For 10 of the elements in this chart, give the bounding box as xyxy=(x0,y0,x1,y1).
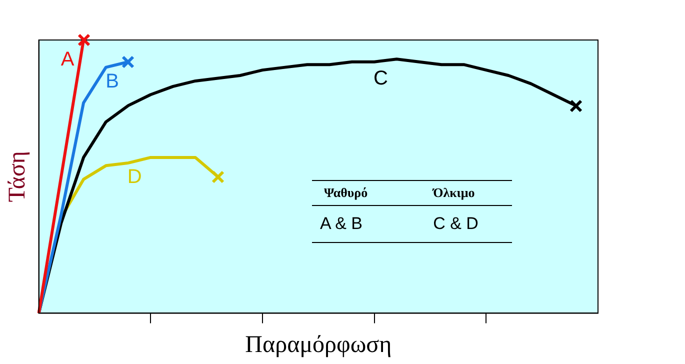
y-axis-title: Τάση xyxy=(4,151,31,202)
annotation: Ψαθυρό xyxy=(323,184,369,202)
series-label: D xyxy=(127,166,142,188)
annotation: Όλκιμο xyxy=(431,184,476,202)
annotation: C & D xyxy=(432,213,480,235)
x-axis-title: Παραμόρφωση xyxy=(245,332,392,358)
annotation: A & B xyxy=(319,213,364,235)
series-label: A xyxy=(60,48,75,71)
series-label: B xyxy=(106,70,119,92)
series-label: C xyxy=(373,68,388,90)
